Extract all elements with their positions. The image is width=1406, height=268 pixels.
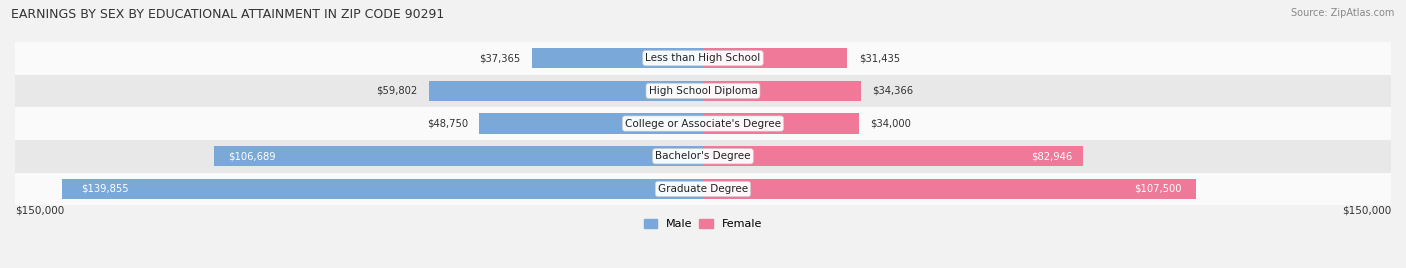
- Bar: [703, 113, 859, 134]
- Text: High School Diploma: High School Diploma: [648, 86, 758, 96]
- Text: College or Associate's Degree: College or Associate's Degree: [626, 118, 780, 129]
- Text: $150,000: $150,000: [1341, 205, 1391, 215]
- Bar: [15, 42, 1391, 75]
- Bar: [531, 48, 703, 68]
- Text: $59,802: $59,802: [375, 86, 418, 96]
- Bar: [703, 81, 860, 101]
- Text: EARNINGS BY SEX BY EDUCATIONAL ATTAINMENT IN ZIP CODE 90291: EARNINGS BY SEX BY EDUCATIONAL ATTAINMEN…: [11, 8, 444, 21]
- Bar: [15, 107, 1391, 140]
- Bar: [214, 146, 703, 166]
- Text: $34,000: $34,000: [870, 118, 911, 129]
- Text: $48,750: $48,750: [427, 118, 468, 129]
- Text: $107,500: $107,500: [1133, 184, 1181, 194]
- Text: Bachelor's Degree: Bachelor's Degree: [655, 151, 751, 161]
- Text: $150,000: $150,000: [15, 205, 65, 215]
- Text: $34,366: $34,366: [872, 86, 914, 96]
- Bar: [703, 179, 1197, 199]
- Text: $139,855: $139,855: [80, 184, 128, 194]
- Bar: [15, 140, 1391, 173]
- Bar: [703, 48, 848, 68]
- Text: $37,365: $37,365: [479, 53, 520, 63]
- Text: $106,689: $106,689: [228, 151, 276, 161]
- Bar: [15, 75, 1391, 107]
- Bar: [15, 173, 1391, 205]
- Bar: [62, 179, 703, 199]
- Text: $82,946: $82,946: [1031, 151, 1071, 161]
- Text: $31,435: $31,435: [859, 53, 900, 63]
- Text: Less than High School: Less than High School: [645, 53, 761, 63]
- Bar: [703, 146, 1084, 166]
- Bar: [429, 81, 703, 101]
- Legend: Male, Female: Male, Female: [644, 219, 762, 229]
- Bar: [479, 113, 703, 134]
- Text: Source: ZipAtlas.com: Source: ZipAtlas.com: [1291, 8, 1395, 18]
- Text: Graduate Degree: Graduate Degree: [658, 184, 748, 194]
